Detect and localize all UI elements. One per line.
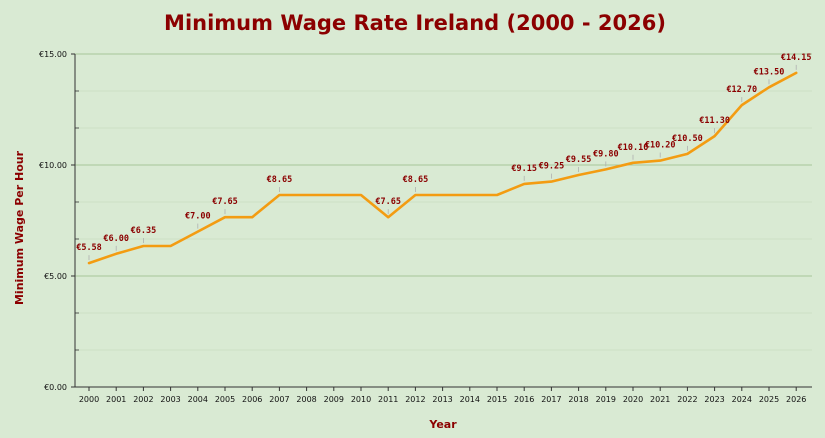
data-label: €7.65 [212,197,238,207]
x-tick-label: 2024 [732,395,752,404]
data-labels: €5.58€6.00€6.35€7.00€7.65€8.65€7.65€8.65… [76,53,812,261]
x-tick-label: 2014 [460,395,480,404]
x-tick-label: 2012 [405,395,425,404]
data-label: €10.10 [618,143,649,153]
x-tick-label: 2002 [133,395,153,404]
data-label: €12.70 [726,85,757,95]
x-tick-label: 2025 [759,395,779,404]
x-tick-label: 2008 [296,395,316,404]
series-line-minimum-wage [87,71,798,265]
x-tick-label: 2006 [242,395,262,404]
x-tick-label: 2021 [650,395,670,404]
data-label: €9.15 [511,164,537,174]
x-tick-label: 2018 [568,395,588,404]
data-label: €9.80 [593,149,619,159]
axes: €0.00 €5.00 €10.00 €15.00 2000 2001 2002 2003 20… [39,50,812,404]
data-label: €10.50 [672,134,703,144]
data-label: €7.65 [375,197,401,207]
data-label: €10.20 [645,141,676,151]
data-label: €14.15 [781,53,812,63]
data-label: €9.55 [566,155,592,165]
x-tick-label: 2010 [351,395,371,404]
x-tick-label: 2000 [79,395,99,404]
x-tick-label: 2023 [704,395,724,404]
x-tick-label: 2007 [269,395,289,404]
series-line-group [87,71,798,265]
y-tick-label: €0.00 [44,383,67,392]
data-label: €6.00 [103,234,129,244]
y-tick-label: €10.00 [39,161,67,170]
x-tick-label: 2004 [188,395,208,404]
x-tick-label: 2013 [432,395,452,404]
x-tick-label: 2001 [106,395,126,404]
x-tick-label: 2015 [487,395,507,404]
x-axis-title: Year [428,418,457,431]
x-tick-label: 2003 [160,395,180,404]
x-tick-label: 2011 [378,395,398,404]
data-label: €7.00 [185,212,211,222]
data-label: €8.65 [403,175,429,185]
x-tick-label: 2009 [324,395,344,404]
x-tick-label: 2019 [596,395,616,404]
chart-title: Minimum Wage Rate Ireland (2000 - 2026) [164,11,666,35]
data-label: €9.25 [539,162,565,172]
x-tick-label: 2016 [514,395,534,404]
y-tick-label: €5.00 [44,272,67,281]
data-label: €5.58 [76,243,102,253]
x-tick-label: 2026 [786,395,806,404]
y-tick-label: €15.00 [39,50,67,59]
x-tick-label: 2017 [541,395,561,404]
x-tick-label: 2005 [215,395,235,404]
data-label: €8.65 [267,175,293,185]
x-tick-label: 2020 [623,395,643,404]
data-label: €11.30 [699,116,730,126]
data-label: €6.35 [131,226,157,236]
data-label: €13.50 [754,67,785,77]
y-axis-title: Minimum Wage Per Hour [13,150,26,305]
x-tick-label: 2022 [677,395,697,404]
